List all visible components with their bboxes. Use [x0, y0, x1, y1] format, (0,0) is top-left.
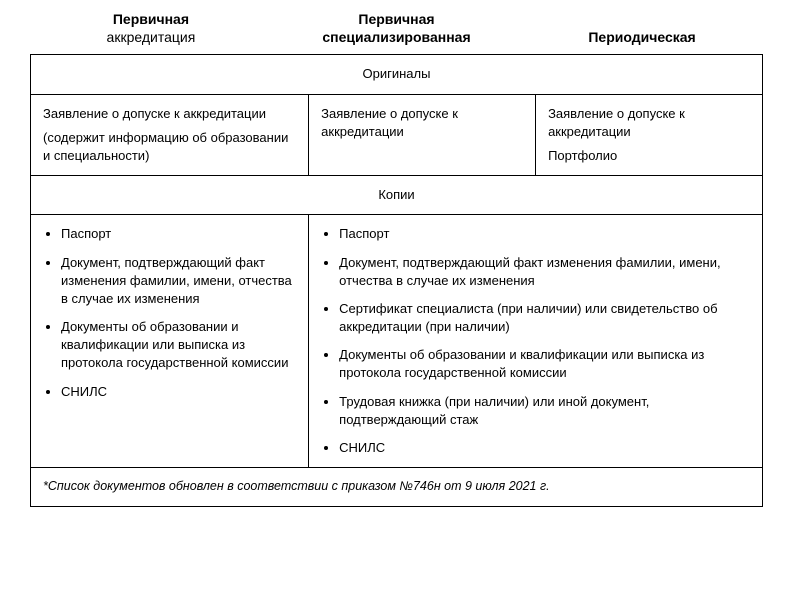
footnote: *Список документов обновлен в соответств…	[31, 468, 763, 507]
originals-specialized-text1: Заявление о допуске к аккредитации	[321, 105, 523, 141]
originals-primary-text1: Заявление о допуске к аккредитации	[43, 105, 296, 123]
originals-periodic-cell: Заявление о допуске к аккредитации Портф…	[536, 94, 763, 176]
list-item: Сертификат специалиста (при наличии) или…	[339, 300, 750, 336]
list-item: Паспорт	[339, 225, 750, 243]
copies-primary-cell: Паспорт Документ, подтверждающий факт из…	[31, 215, 309, 468]
list-item: СНИЛС	[339, 439, 750, 457]
header-periodic-line1: Периодическая	[588, 29, 695, 45]
originals-periodic-text1: Заявление о допуске к аккредитации	[548, 105, 750, 141]
originals-section-header: Оригиналы	[31, 55, 763, 94]
header-periodic: Периодическая	[521, 10, 763, 46]
column-headers: Первичная аккредитация Первичная специал…	[30, 10, 763, 46]
copies-merged-list: Паспорт Документ, подтверждающий факт из…	[321, 225, 750, 457]
header-specialized: Первичная специализированная	[272, 10, 521, 46]
header-primary: Первичная аккредитация	[30, 10, 272, 46]
list-item: Документы об образовании и квалификации …	[61, 318, 296, 373]
originals-specialized-cell: Заявление о допуске к аккредитации	[309, 94, 536, 176]
copies-primary-list: Паспорт Документ, подтверждающий факт из…	[43, 225, 296, 401]
documents-table: Оригиналы Заявление о допуске к аккредит…	[30, 54, 763, 506]
list-item: Трудовая книжка (при наличии) или иной д…	[339, 393, 750, 429]
list-item: Документы об образовании и квалификации …	[339, 346, 750, 382]
header-primary-line2: аккредитация	[107, 29, 196, 45]
header-specialized-line2: специализированная	[322, 29, 470, 45]
copies-section-header: Копии	[31, 176, 763, 215]
list-item: СНИЛС	[61, 383, 296, 401]
header-primary-line1: Первичная	[113, 11, 189, 27]
header-specialized-line1: Первичная	[358, 11, 434, 27]
list-item: Документ, подтверждающий факт изменения …	[61, 254, 296, 309]
originals-primary-text2: (содержит информацию об образовании и сп…	[43, 129, 296, 165]
originals-primary-cell: Заявление о допуске к аккредитации (соде…	[31, 94, 309, 176]
copies-merged-cell: Паспорт Документ, подтверждающий факт из…	[309, 215, 763, 468]
originals-periodic-text2: Портфолио	[548, 147, 750, 165]
list-item: Паспорт	[61, 225, 296, 243]
list-item: Документ, подтверждающий факт изменения …	[339, 254, 750, 290]
